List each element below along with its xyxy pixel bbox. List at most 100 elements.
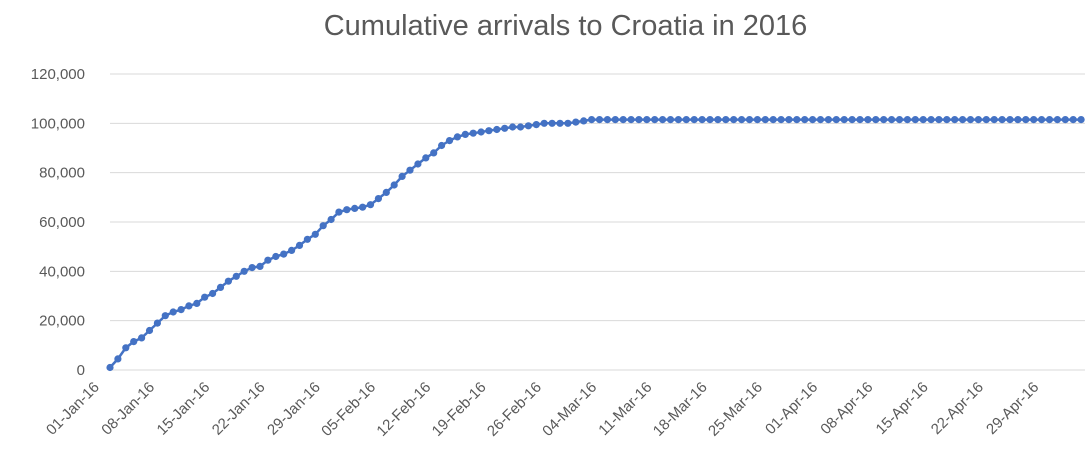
x-tick-label: 15-Apr-16	[873, 379, 932, 438]
data-point	[445, 137, 454, 145]
data-point	[919, 116, 927, 124]
data-point	[209, 289, 217, 298]
data-point	[1053, 116, 1061, 124]
chart-title: Cumulative arrivals to Croatia in 2016	[323, 10, 808, 42]
data-point	[161, 312, 169, 320]
data-point	[738, 116, 746, 124]
x-tick-label: 01-Apr-16	[762, 379, 821, 438]
data-point	[1022, 116, 1030, 124]
data-point	[374, 195, 382, 203]
data-point	[256, 262, 264, 270]
data-point	[714, 116, 722, 124]
data-point	[698, 116, 706, 124]
data-point	[635, 116, 643, 124]
data-point	[106, 363, 114, 372]
data-point	[232, 272, 240, 280]
y-tick-label: 60,000	[39, 214, 85, 231]
x-tick-label: 29-Apr-16	[983, 379, 1042, 438]
data-point	[888, 116, 896, 124]
data-point	[224, 277, 232, 285]
data-point	[366, 201, 375, 209]
x-tick-label: 18-Mar-16	[650, 379, 711, 440]
data-point	[438, 141, 446, 150]
data-point	[493, 125, 501, 134]
data-point	[595, 116, 604, 124]
data-point	[264, 256, 272, 264]
data-point	[1069, 116, 1077, 124]
data-point	[311, 230, 319, 238]
x-tick-label: 29-Jan-16	[264, 379, 324, 439]
data-point	[469, 129, 477, 137]
data-point	[927, 116, 935, 124]
data-point	[959, 116, 967, 124]
data-point	[564, 119, 572, 127]
data-point	[1077, 116, 1085, 124]
data-point	[422, 154, 430, 162]
data-point	[880, 116, 888, 124]
data-point	[359, 203, 367, 211]
data-point	[935, 116, 943, 124]
data-point	[335, 208, 343, 216]
data-point	[848, 116, 856, 124]
data-point	[911, 116, 919, 124]
data-point	[461, 130, 469, 138]
data-point	[540, 119, 548, 127]
data-point	[1006, 116, 1014, 124]
data-point	[619, 116, 627, 124]
data-point	[903, 116, 912, 124]
data-point	[840, 116, 848, 124]
data-point	[524, 122, 533, 130]
data-point	[351, 204, 359, 212]
y-axis-ticks: 0 20,000 40,000 60,000 80,000 100,000 120,000	[31, 66, 85, 379]
data-point	[659, 116, 667, 124]
data-point	[169, 308, 177, 316]
data-point	[1061, 116, 1069, 124]
x-tick-label: 11-Mar-16	[595, 379, 655, 439]
data-point	[248, 264, 256, 272]
data-point	[280, 250, 288, 258]
data-point	[1045, 116, 1054, 124]
data-point	[769, 116, 777, 124]
data-point	[185, 302, 193, 310]
data-point	[406, 166, 414, 174]
data-point	[501, 124, 509, 132]
x-tick-label: 05-Feb-16	[318, 379, 379, 440]
data-point	[556, 119, 564, 127]
y-tick-label: 0	[77, 362, 85, 379]
data-point	[572, 118, 580, 126]
data-point	[548, 119, 556, 127]
data-point	[201, 293, 209, 301]
data-point	[982, 116, 990, 124]
data-point	[706, 116, 714, 124]
data-point	[453, 133, 461, 141]
data-point	[816, 116, 825, 124]
data-point	[1014, 116, 1022, 124]
data-point	[745, 116, 754, 124]
data-point	[943, 116, 951, 124]
data-point	[801, 116, 809, 124]
data-point	[998, 116, 1006, 124]
data-point	[240, 267, 248, 275]
data-point	[690, 116, 698, 124]
data-point	[303, 235, 311, 243]
data-point	[485, 127, 493, 135]
data-point	[864, 116, 872, 124]
x-tick-label: 15-Jan-16	[154, 379, 214, 439]
data-point	[145, 326, 154, 335]
data-point	[643, 116, 651, 124]
y-tick-label: 120,000	[31, 66, 85, 83]
gridlines	[110, 73, 1085, 371]
data-point	[327, 215, 335, 224]
data-point	[674, 116, 683, 124]
data-point	[153, 319, 161, 327]
data-point	[398, 172, 406, 180]
data-point	[793, 116, 801, 124]
data-point	[966, 116, 975, 124]
data-point	[516, 123, 525, 131]
data-point	[974, 116, 983, 124]
data-point	[611, 116, 619, 124]
data-point	[272, 252, 280, 261]
data-point	[193, 299, 201, 307]
data-point	[130, 338, 138, 346]
